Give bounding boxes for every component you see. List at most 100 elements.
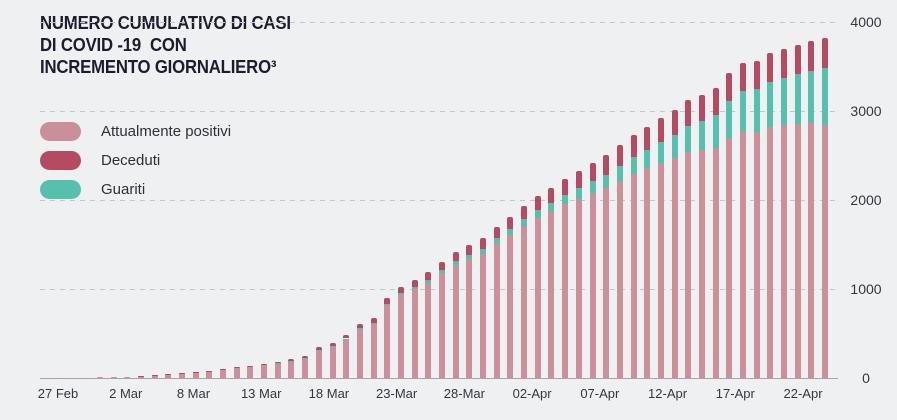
bar-segment-positivi <box>452 264 459 378</box>
x-axis-tick-label: 18 Mar <box>308 386 350 401</box>
bar-segment-deceduti <box>794 44 801 75</box>
bar-segment-positivi <box>657 162 664 378</box>
bar-segment-deceduti <box>603 154 610 176</box>
legend-label-guariti: Guariti <box>101 181 146 198</box>
gridline <box>40 21 838 23</box>
x-axis-tick-label: 07-Apr <box>580 386 620 401</box>
bar-segment-deceduti <box>261 364 268 366</box>
bar-segment-deceduti <box>452 251 459 261</box>
bar-segment-deceduti <box>685 99 692 126</box>
bar-segment-deceduti <box>356 324 363 329</box>
bar-segment-deceduti <box>315 347 322 350</box>
x-axis-tick-label: 17-Apr <box>715 386 755 401</box>
bar-segment-positivi <box>753 132 760 378</box>
bar-segment-guariti <box>425 279 432 283</box>
bar-segment-positivi <box>699 150 705 378</box>
chart-title: NUMERO CUMULATIVO DI CASI DI COVID -19 C… <box>40 12 310 78</box>
chart-title-line-3: INCREMENTO GIORNALIERO³ <box>40 57 277 77</box>
bar-segment-guariti <box>521 219 528 227</box>
x-axis-tick-label: 27 Feb <box>37 386 79 401</box>
bar-segment-positivi <box>247 366 254 378</box>
bar-segment-deceduti <box>712 88 719 116</box>
bar-segment-deceduti <box>548 187 555 203</box>
bar-segment-positivi <box>124 376 131 378</box>
bar-segment-positivi <box>439 273 445 378</box>
bar-segment-guariti <box>657 141 664 163</box>
bar-segment-deceduti <box>534 196 541 211</box>
bar-segment-guariti <box>452 260 459 265</box>
y-axis-tick-label: 4000 <box>850 14 882 30</box>
y-axis-tick-label: 2000 <box>850 192 882 208</box>
bar-segment-positivi <box>261 365 268 378</box>
bar-segment-positivi <box>493 243 500 378</box>
bar-segment-positivi <box>425 282 432 378</box>
bar-segment-guariti <box>740 90 747 132</box>
bar-segment-guariti <box>589 181 596 194</box>
x-axis-line <box>40 378 838 379</box>
bar-segment-guariti <box>480 248 487 254</box>
bar-segment-deceduti <box>384 298 391 304</box>
bar-segment-guariti <box>781 78 788 126</box>
bar-segment-guariti <box>575 188 582 199</box>
bar-segment-guariti <box>384 303 391 306</box>
bar-segment-positivi <box>206 371 213 378</box>
bar-segment-guariti <box>767 82 774 128</box>
bar-segment-positivi <box>794 123 801 378</box>
bar-segment-guariti <box>507 228 514 236</box>
bar-segment-positivi <box>370 324 377 378</box>
x-axis-tick-label: 12-Apr <box>648 386 688 401</box>
bar-segment-deceduti <box>233 367 240 369</box>
gridline <box>40 110 838 112</box>
bar-segment-positivi <box>274 363 281 378</box>
bar-segment-deceduti <box>616 144 623 167</box>
bar-segment-deceduti <box>767 53 774 83</box>
bar-segment-deceduti <box>425 272 432 280</box>
bar-segment-deceduti <box>220 369 227 370</box>
bar-segment-guariti <box>794 74 801 124</box>
bar-segment-guariti <box>548 202 555 212</box>
x-axis-tick-label: 22-Apr <box>783 386 823 401</box>
bar-segment-positivi <box>356 329 363 378</box>
bar-segment-positivi <box>315 350 322 378</box>
bar-segment-positivi <box>96 377 103 378</box>
bar-segment-guariti <box>699 121 705 151</box>
bar-segment-positivi <box>767 127 774 378</box>
bar-segment-deceduti <box>247 366 254 367</box>
bar-segment-positivi <box>233 368 240 378</box>
bar-segment-positivi <box>397 294 404 378</box>
bar-segment-deceduti <box>439 261 445 271</box>
bar-segment-positivi <box>507 235 514 378</box>
bar-segment-deceduti <box>343 335 350 339</box>
bar-segment-guariti <box>466 254 473 260</box>
bar-segment-deceduti <box>822 37 829 68</box>
bar-segment-deceduti <box>562 178 569 195</box>
bar-segment-positivi <box>781 125 788 378</box>
bar-segment-guariti <box>726 100 733 138</box>
bar-segment-deceduti <box>808 41 815 71</box>
legend: Attualmente positivi Deceduti Guariti <box>40 122 231 209</box>
bar-segment-positivi <box>630 173 637 378</box>
bar-segment-guariti <box>370 323 377 325</box>
bar-segment-positivi <box>220 369 227 378</box>
bar-segment-positivi <box>671 158 678 378</box>
legend-swatch-deceduti <box>40 151 81 170</box>
bar-segment-deceduti <box>589 162 596 182</box>
bar-segment-deceduti <box>644 126 651 150</box>
bar-segment-guariti <box>712 115 719 148</box>
legend-swatch-guariti <box>40 180 81 199</box>
bar-segment-positivi <box>521 226 528 378</box>
bar-segment-deceduti <box>288 358 295 361</box>
bar-segment-deceduti <box>699 95 705 122</box>
x-axis-tick-label: 2 Mar <box>109 386 143 401</box>
legend-item-deceduti: Deceduti <box>40 151 231 170</box>
bar-segment-positivi <box>329 346 336 378</box>
legend-item-positivi: Attualmente positivi <box>40 122 231 141</box>
bar-segment-guariti <box>603 175 610 189</box>
bar-segment-deceduti <box>329 342 336 346</box>
bar-segment-positivi <box>589 193 596 378</box>
bar-segment-guariti <box>343 338 350 340</box>
x-axis-tick-label: 23-Mar <box>376 386 418 401</box>
x-axis-tick-label: 28-Mar <box>443 386 485 401</box>
legend-label-deceduti: Deceduti <box>101 152 161 169</box>
bar-segment-positivi <box>179 372 185 378</box>
